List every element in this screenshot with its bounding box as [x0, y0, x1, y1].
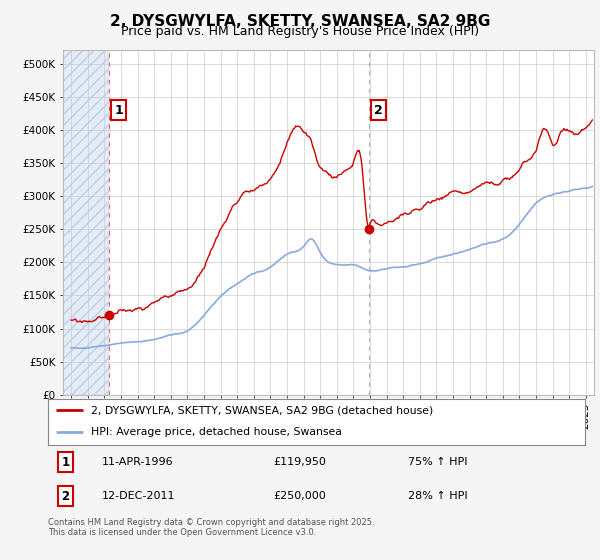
Text: 28% ↑ HPI: 28% ↑ HPI	[408, 491, 467, 501]
Text: 11-APR-1996: 11-APR-1996	[102, 457, 173, 467]
Text: HPI: Average price, detached house, Swansea: HPI: Average price, detached house, Swan…	[91, 427, 342, 437]
Text: 2, DYSGWYLFA, SKETTY, SWANSEA, SA2 9BG: 2, DYSGWYLFA, SKETTY, SWANSEA, SA2 9BG	[110, 14, 490, 29]
Text: 2: 2	[374, 104, 382, 116]
Text: 75% ↑ HPI: 75% ↑ HPI	[408, 457, 467, 467]
Bar	[63, 50, 109, 395]
Text: 1: 1	[61, 456, 70, 469]
Text: 2: 2	[61, 490, 70, 503]
Text: 1: 1	[114, 104, 123, 116]
Text: £250,000: £250,000	[274, 491, 326, 501]
Text: £119,950: £119,950	[274, 457, 326, 467]
Text: 2, DYSGWYLFA, SKETTY, SWANSEA, SA2 9BG (detached house): 2, DYSGWYLFA, SKETTY, SWANSEA, SA2 9BG (…	[91, 405, 433, 416]
Text: 12-DEC-2011: 12-DEC-2011	[102, 491, 175, 501]
Text: Contains HM Land Registry data © Crown copyright and database right 2025.
This d: Contains HM Land Registry data © Crown c…	[48, 518, 374, 538]
Text: Price paid vs. HM Land Registry's House Price Index (HPI): Price paid vs. HM Land Registry's House …	[121, 25, 479, 38]
